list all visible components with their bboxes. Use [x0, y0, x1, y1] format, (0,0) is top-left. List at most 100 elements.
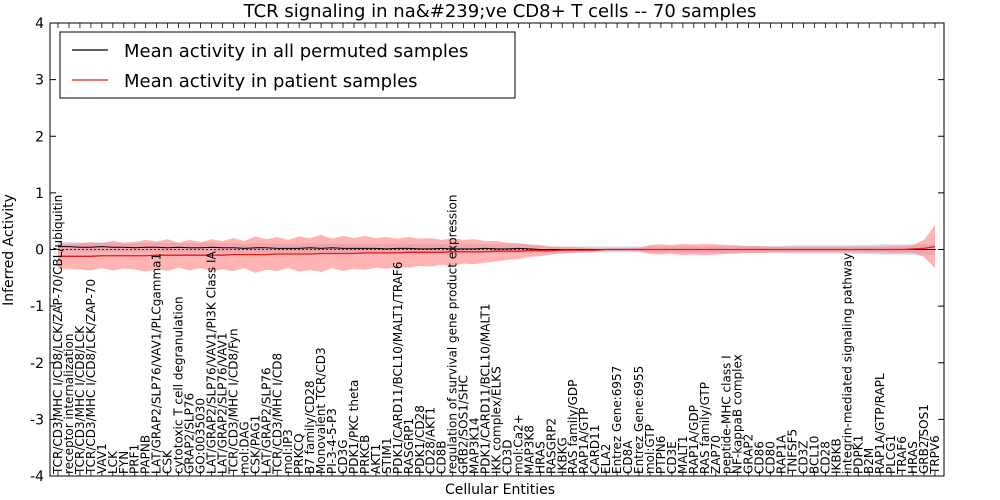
series-lines [50, 246, 944, 257]
category-label: PRF1 [128, 444, 142, 474]
category-label: PDK1/CARD11/BCL10/MALT1/TRAF6 [391, 262, 405, 474]
category-label: peptide-MHC class I [720, 355, 734, 474]
category-label: cytotoxic T cell degranulation [172, 296, 186, 474]
line-patient-mean [58, 246, 936, 257]
category-label: IKBKB [829, 438, 843, 474]
category-label: AKT1 [369, 444, 383, 474]
legend-box [59, 31, 516, 99]
category-label: CD28/AKT1 [424, 407, 438, 474]
category-label: Monovalent TCR/CD3 [314, 347, 328, 474]
category-label: ZAP70 [709, 435, 723, 474]
plot-frame [49, 22, 945, 477]
x-axis [57, 23, 936, 476]
category-label: RAS family/GTP [698, 382, 712, 474]
chart-title: TCR signaling in na&#239;ve CD8+ T cells… [243, 1, 757, 22]
category-label: TCR/CD3/MHC I/CD8/Fyn [226, 328, 240, 475]
category-label: CD3G [336, 439, 350, 474]
category-label: RAS family/GDP [566, 380, 580, 474]
category-label: PDK1/CD28 [413, 405, 427, 474]
category-label: GO:0035030 [194, 398, 208, 474]
category-label: CD3D [500, 439, 514, 474]
category-label: TCR/CD3/MHC I/CD8/LCK [73, 325, 87, 475]
category-label: NF-kappaB complex [731, 354, 745, 474]
category-label: PDPK1 [851, 435, 865, 474]
category-label: RAP1A [775, 434, 789, 474]
y-axis: -4 -3 -2 -1 0 1 2 3 4 [30, 16, 944, 485]
category-label: TCR/CD3/MHC I/CD8 [270, 353, 284, 475]
category-label: TRPV6 [928, 435, 942, 475]
category-label: LAT/GRAP2/SLP76 [259, 367, 273, 474]
category-label: HRAS_ [906, 434, 920, 474]
category-label: PRKCB [358, 435, 372, 474]
category-label: RAP1A/GTP/RAPL [873, 373, 887, 474]
y-tick-label: -4 [30, 469, 44, 485]
y-tick-label: 2 [35, 129, 44, 145]
category-label: PDK1/PKC theta [347, 380, 361, 474]
category-label: TCR/CD3/MHC I/CD8/LCK/ZAP-70/CBL/ubiquit… [51, 195, 65, 475]
category-label: CSK/PAG1 [248, 415, 262, 474]
x-axis-label: Cellular Entities [445, 482, 555, 498]
category-label: MAP3K8 [522, 425, 536, 474]
category-label: RAP1A/GDP [687, 405, 701, 474]
category-label: CD80 [764, 441, 778, 474]
category-label: integrin-mediated signaling pathway [840, 253, 854, 474]
category-label: LAT/GRAP2/SLP76/VAV1/PLCgamma1 [150, 253, 164, 474]
y-tick-label: -1 [30, 299, 44, 315]
category-label: HRAS [533, 441, 547, 474]
legend-label-patient: Mean activity in patient samples [124, 71, 418, 92]
category-label: FYN [117, 451, 131, 474]
category-label: ELA2 [599, 444, 613, 474]
y-tick-label: 1 [35, 186, 44, 202]
category-label: CD8B [435, 441, 449, 475]
category-label: TNFSF5 [785, 429, 799, 475]
category-label: TRAF6 [895, 436, 909, 475]
y-tick-label: 3 [35, 73, 44, 89]
category-label: PRKCQ [292, 433, 306, 474]
category-label: BCL10 [807, 436, 821, 474]
category-label: CD28 [818, 441, 832, 474]
category-label: VAV1 [95, 443, 109, 474]
category-label: LAT/GRAP2/SLP76/VAV1 [215, 333, 229, 474]
category-label: mol:IP3 [281, 429, 295, 474]
category-label: receptor internalization [62, 334, 76, 474]
category-label: PLCG1 [884, 435, 898, 474]
category-label: GRAP2 [742, 434, 756, 474]
category-label: Entrez Gene:6957 [610, 366, 624, 474]
category-label: GRB2/SOS1 [917, 404, 931, 474]
category-labels: TCR/CD3/MHC I/CD8/LCK/ZAP-70/CBL/ubiquit… [51, 195, 942, 475]
category-label: RASGRP2 [544, 418, 558, 474]
y-tick-label: -2 [30, 356, 44, 372]
category-label: MAP3K14 [468, 417, 482, 474]
y-tick-label: -3 [30, 412, 44, 428]
y-tick-label: 0 [35, 243, 44, 259]
category-label: Entrez Gene:6955 [632, 366, 646, 474]
category-label: STIM1 [380, 438, 394, 474]
category-label: PI-3-4-5-P3 [325, 408, 339, 474]
category-label: TCR/CD3/MHC I/CD8/LCK/ZAP-70 [84, 279, 98, 475]
y-axis-label: Inferred Activity [1, 194, 17, 306]
category-label: CD3E [665, 441, 679, 474]
category-label: CSK [161, 449, 175, 474]
category-label: PTPN6 [654, 436, 668, 474]
category-label: GRAP2/SLP76 [183, 393, 197, 474]
category-label: RASGRP1 [402, 418, 416, 474]
category-label: LCK [106, 450, 120, 474]
category-label: RAP1A/GTP [577, 407, 591, 474]
category-label: CD8A [621, 440, 635, 474]
legend-label-permuted: Mean activity in all permuted samples [124, 41, 468, 62]
category-label: LAT/GRAP2/SLP76/VAV1/PI3K Class IA [204, 250, 218, 474]
category-label: GRB2/SOS1/SHC [457, 375, 471, 474]
category-label: IKBKG [555, 437, 569, 474]
y-tick-label: 4 [35, 16, 44, 32]
category-label: mol:DAG [237, 421, 251, 474]
category-label: CD3Z [796, 441, 810, 474]
category-label: mol:Ca2+ [511, 414, 525, 474]
category-label: MALT1 [676, 435, 690, 474]
category-label: PAPNB [139, 435, 153, 474]
category-label: B2M [862, 448, 876, 474]
category-label: CARD11 [588, 425, 602, 474]
category-label: mol:GTP [643, 424, 657, 474]
legend: Mean activity in all permuted samples Me… [59, 31, 516, 99]
category-label: B7 family/CD28 [303, 380, 317, 474]
